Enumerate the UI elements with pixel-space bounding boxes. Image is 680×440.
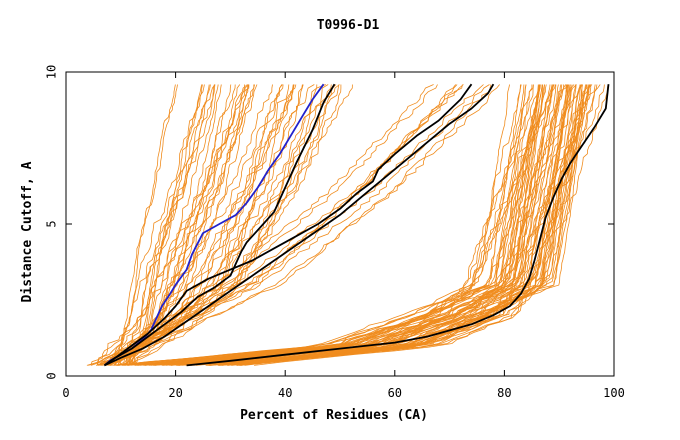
y-tick-label-0: 0 (45, 372, 59, 379)
steep-left-group-line-31 (88, 84, 340, 366)
x-tick-label-100: 100 (603, 386, 625, 400)
x-tick-label-20: 20 (168, 386, 182, 400)
shallow-right-group-line-66 (109, 84, 534, 366)
steep-left-group-line-1 (128, 84, 219, 366)
x-tick-label-60: 60 (388, 386, 402, 400)
background-model-lines (86, 84, 609, 366)
shallow-right-group-line-34 (207, 84, 588, 366)
y-tick-label-10: 10 (45, 65, 59, 79)
shallow-right-group-line-67 (228, 84, 605, 366)
shallow-right-group-line-0 (170, 84, 562, 366)
steep-left-group-line-35 (97, 84, 303, 366)
shallow-right-group-line-33 (239, 84, 591, 366)
shallow-right-group-line-36 (226, 84, 582, 366)
shallow-right-group-line-55 (241, 84, 576, 366)
diagonal-group-line-3 (113, 84, 434, 366)
shallow-right-group-line-62 (144, 84, 547, 366)
diagonal-group-line-9 (117, 84, 463, 366)
steep-left-group-line-38 (126, 84, 255, 366)
steep-left-group-line-28 (109, 84, 258, 366)
shallow-right-group-line-45 (178, 84, 567, 366)
steep-left-group-line-21 (100, 84, 295, 366)
shallow-right-group-line-49 (210, 84, 581, 366)
steep-left-group-line-13 (96, 84, 203, 366)
x-tick-label-0: 0 (62, 386, 69, 400)
diagonal-group-line-5 (101, 84, 492, 366)
steep-left-group-line-43 (108, 84, 178, 366)
highlighted-series-lines (103, 83, 610, 367)
series-black-model-c (104, 83, 495, 367)
steep-left-group-line-27 (125, 84, 210, 366)
shallow-right-group-line-63 (176, 84, 543, 366)
steep-left-group-line-30 (125, 84, 256, 366)
shallow-right-group-line-58 (171, 84, 559, 366)
chart-title: T0996-D1 (317, 18, 380, 33)
shallow-right-group-line-22 (124, 84, 522, 366)
steep-left-group-line-4 (126, 84, 211, 366)
shallow-right-group-line-48 (208, 84, 553, 366)
steep-left-group-line-8 (112, 84, 283, 366)
shallow-right-group-line-69 (144, 84, 541, 366)
series-black-model-d (186, 84, 610, 367)
steep-left-group-line-33 (126, 84, 202, 366)
steep-left-group-line-26 (125, 84, 245, 366)
shallow-right-group-line-15 (148, 84, 540, 366)
steep-left-group-line-25 (107, 84, 283, 366)
shallow-right-group-line-29 (218, 84, 581, 366)
x-tick-label-80: 80 (497, 386, 511, 400)
shallow-right-group-line-61 (116, 84, 510, 366)
diagonal-group-line-8 (99, 84, 484, 366)
axis-ticks: 0 20 40 60 80 100 0 5 10 (45, 65, 625, 400)
series-black-model-a (103, 83, 336, 367)
series-black-model-b (103, 83, 473, 367)
steep-left-group-line-41 (131, 84, 342, 366)
x-axis-label: Percent of Residues (CA) (240, 408, 428, 423)
shallow-right-group-line-46 (193, 84, 570, 366)
steep-left-group-line-39 (105, 84, 353, 366)
shallow-right-group-line-64 (178, 84, 567, 366)
shallow-right-group-line-60 (208, 84, 564, 366)
steep-left-group-line-23 (97, 84, 248, 366)
steep-left-group-line-44 (117, 84, 176, 366)
x-tick-label-40: 40 (278, 386, 292, 400)
shallow-right-group-line-68 (165, 84, 555, 366)
y-axis-label: Distance Cutoff, A (20, 161, 35, 302)
y-tick-label-5: 5 (45, 220, 59, 227)
steep-left-group-line-42 (106, 84, 249, 366)
shallow-right-group-line-35 (209, 84, 573, 366)
shallow-right-group-line-65 (181, 84, 540, 366)
shallow-right-group-line-32 (240, 84, 609, 366)
shallow-right-group-line-4 (118, 84, 534, 366)
shallow-right-group-line-51 (121, 84, 541, 366)
diagonal-group-line-6 (116, 84, 500, 366)
